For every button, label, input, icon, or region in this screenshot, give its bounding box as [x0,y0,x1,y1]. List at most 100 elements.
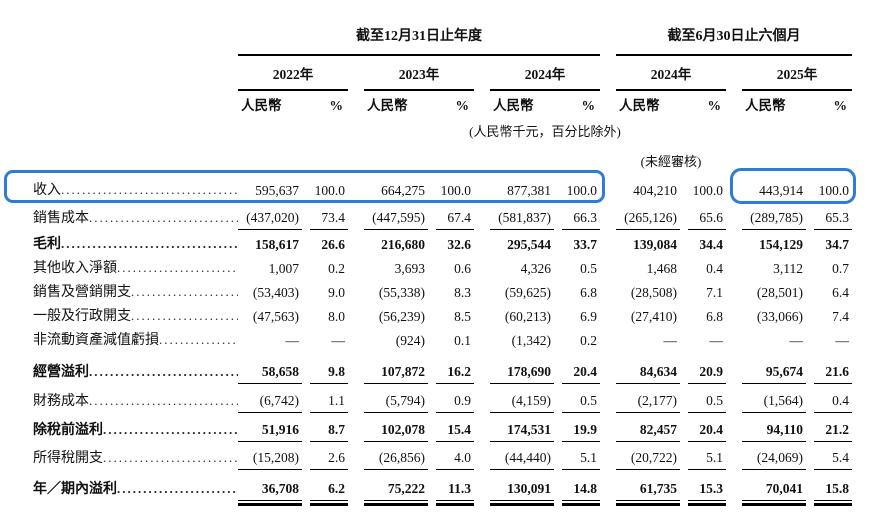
currency-header: 人民幣 [619,98,660,113]
percent-cell: 16.2 [428,352,474,384]
percent-cell: 9.0 [328,285,345,300]
dot-leader [89,210,238,226]
unit-note: (人民幣千元，百分比除外) [469,124,621,139]
value-cell: 36,708 [238,470,302,506]
value-cell: 3,693 [394,261,425,276]
row-label: 收入 [33,172,238,202]
year-2023: 2023年 [364,55,474,91]
value-cell: (26,856) [364,442,428,470]
value-cell: 154,129 [759,237,803,252]
value-cell: (44,440) [490,442,554,470]
percent-cell: 6.8 [706,309,723,324]
value-cell: 3,112 [773,261,803,276]
percent-cell: 5.1 [554,442,600,470]
value-cell: (59,625) [504,285,551,300]
value-cell: (53,403) [252,285,299,300]
dot-leader [159,332,238,348]
percent-header: % [833,98,848,113]
value-cell: 102,078 [364,413,428,442]
percent-cell: 0.7 [832,261,850,276]
table-row: 一般及行政開支 (47,563) 8.0 (56,239) 8.5 (60,21… [33,304,852,328]
unit-note-row: (人民幣千元，百分比除外) [33,120,852,142]
currency-header: 人民幣 [367,98,408,113]
currency-header: 人民幣 [745,98,786,113]
value-cell: (437,020) [238,202,302,230]
percent-cell: 0.4 [706,261,723,276]
row-label: 銷售成本 [33,202,238,230]
value-cell: 58,658 [238,352,302,384]
percent-cell: 0.2 [580,333,597,348]
value-cell: 1,468 [646,261,677,276]
table-row: 財務成本 (6,742) 1.1 (5,794) 0.9 (4,159) 0.5… [33,384,853,413]
percent-cell: 67.4 [428,202,474,230]
percent-cell: 6.2 [302,470,348,506]
unaudited-note-row: (未經審核) [33,142,852,172]
percent-cell: 6.4 [832,285,850,300]
table-row: 毛利 158,617 26.6 216,680 32.6 295,544 33.… [33,230,852,256]
percent-cell: 14.8 [554,470,600,506]
interim-period-header: 截至6月30日止六個月 [616,0,853,56]
value-cell: 158,617 [255,237,299,252]
value-cell: (265,126) [616,202,680,230]
column-unit-header-row: 人民幣 % 人民幣 % 人民幣 % 人民幣 % 人民幣 % [33,90,852,120]
value-cell: (33,066) [756,309,803,324]
percent-cell: 20.4 [554,352,600,384]
row-label: 非流動資產減值虧損 [33,328,238,352]
table-row: 年／期內溢利 36,708 6.2 75,222 11.3 130,091 14… [33,470,853,506]
percent-cell: 66.3 [554,202,600,230]
value-cell: 51,916 [238,413,302,442]
value-cell: (1,564) [742,384,806,413]
percent-cell: 100.0 [566,183,597,198]
dot-leader [131,308,238,324]
value-cell: 75,222 [364,470,428,506]
percent-header: % [455,98,470,113]
table-row: 銷售成本 (437,020) 73.4 (447,595) 67.4 (581,… [33,202,853,230]
value-cell: (5,794) [364,384,428,413]
percent-cell: 8.5 [454,309,471,324]
percent-cell: 11.3 [428,470,474,506]
currency-header: 人民幣 [493,98,534,113]
percent-cell: 15.4 [428,413,474,442]
percent-header: % [707,98,722,113]
percent-cell: 65.3 [806,202,853,230]
value-cell: (15,208) [238,442,302,470]
dot-leader [61,236,238,252]
table-row: 經營溢利 58,658 9.8 107,872 16.2 178,690 20.… [33,352,853,384]
dot-leader [103,422,238,438]
percent-header: % [581,98,596,113]
value-cell: 443,914 [759,183,803,198]
row-label: 經營溢利 [33,352,238,384]
value-cell: 877,381 [507,183,551,198]
percent-cell: 0.5 [554,384,600,413]
table-row: 除稅前溢利 51,916 8.7 102,078 15.4 174,531 19… [33,413,853,442]
value-cell: — [789,333,804,348]
percent-cell: 15.3 [680,470,726,506]
percent-cell: 0.2 [328,261,345,276]
percent-cell: 73.4 [302,202,348,230]
percent-cell: 7.4 [832,309,850,324]
percent-cell: 0.5 [680,384,726,413]
percent-cell: 6.8 [580,285,597,300]
row-label: 一般及行政開支 [33,304,238,328]
value-cell: 664,275 [381,183,425,198]
interim-year-2024: 2024年 [616,55,726,91]
percent-cell: 6.9 [580,309,597,324]
percent-cell: 4.0 [428,442,474,470]
value-cell: 404,210 [633,183,677,198]
percent-cell: — [835,333,850,348]
value-cell: 82,457 [616,413,680,442]
percent-cell: 20.4 [680,413,726,442]
row-label: 除稅前溢利 [33,413,238,442]
table-row: 收入 595,637 100.0 664,275 100.0 877,381 1… [33,172,852,202]
value-cell: (27,410) [630,309,677,324]
value-cell: (56,239) [378,309,425,324]
percent-cell: 33.7 [573,237,597,252]
percent-cell: 0.1 [454,333,471,348]
value-cell: 139,084 [633,237,677,252]
value-cell: 174,531 [490,413,554,442]
dot-leader [89,393,238,409]
value-cell: 1,007 [268,261,299,276]
value-cell: (4,159) [490,384,554,413]
highlight-box-revenue-2025 [730,168,856,204]
